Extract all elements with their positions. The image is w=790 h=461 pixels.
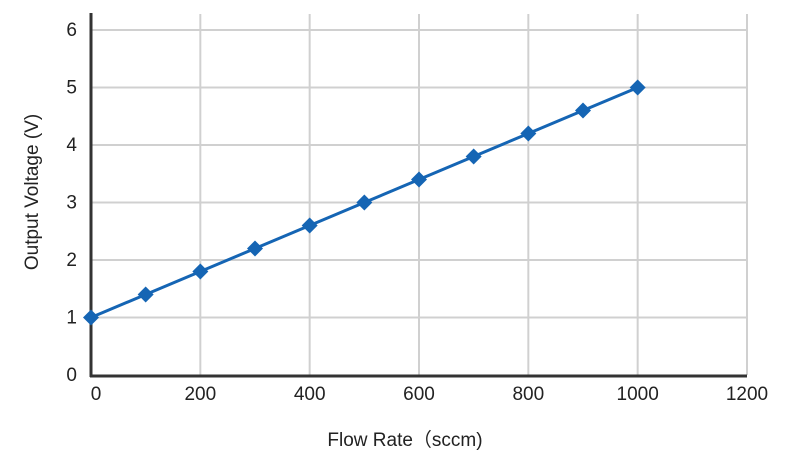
y-tick-label-6: 6 [66, 20, 77, 41]
data-point-400 [301, 217, 318, 234]
data-point-500 [356, 194, 373, 211]
x-tick-label-200: 200 [184, 384, 216, 405]
data-point-200 [192, 263, 209, 280]
x-tick-label-1200: 1200 [726, 384, 768, 405]
y-tick-label-4: 4 [66, 135, 77, 156]
x-tick-label-600: 600 [403, 384, 435, 405]
x-axis-title: Flow Rate（sccm) [327, 429, 482, 451]
data-point-300 [247, 240, 263, 257]
data-point-100 [137, 286, 154, 303]
y-tick-label-0: 0 [66, 365, 77, 386]
data-point-700 [465, 148, 482, 165]
data-point-800 [520, 125, 537, 142]
data-point-600 [411, 171, 427, 188]
x-tick-label-0: 0 [91, 384, 102, 405]
y-axis-title: Output Voltage (V) [22, 114, 43, 270]
y-tick-label-3: 3 [66, 193, 77, 214]
y-tick-label-1: 1 [66, 308, 77, 329]
data-point-0 [83, 309, 99, 326]
data-point-1000 [629, 79, 646, 96]
y-tick-label-5: 5 [66, 78, 77, 99]
y-tick-labels: 0 1 2 3 4 5 6 [66, 20, 77, 386]
series-group [83, 79, 646, 326]
x-tick-label-800: 800 [512, 384, 544, 405]
x-tick-label-1000: 1000 [617, 384, 659, 405]
grid [91, 14, 748, 375]
x-tick-labels: 0 200 400 600 800 1000 1200 [91, 384, 768, 405]
data-point-900 [575, 102, 591, 119]
y-tick-label-2: 2 [66, 250, 77, 271]
x-tick-label-400: 400 [294, 384, 326, 405]
